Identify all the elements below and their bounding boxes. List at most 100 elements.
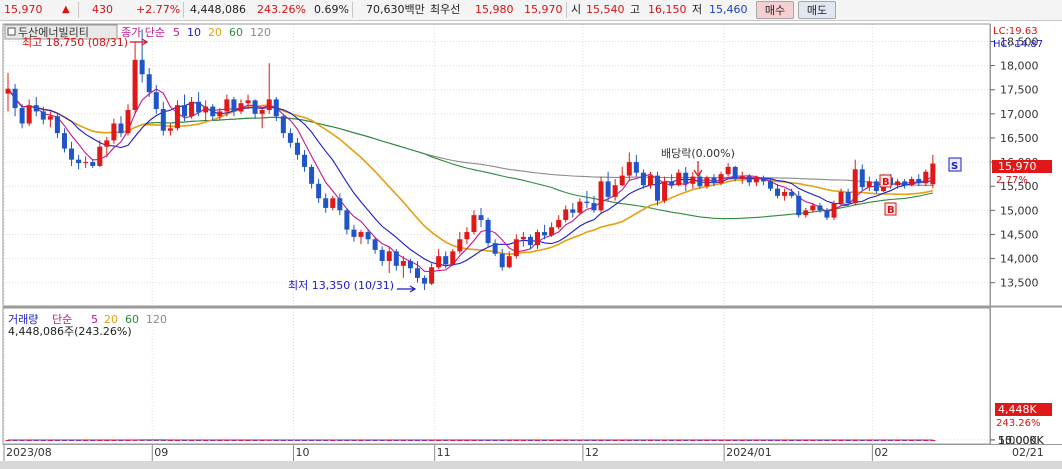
date-tick-label: 11 [437,446,451,459]
volume-value-label: 4,448,086주(243.26%) [8,325,132,338]
sell-signal-marker[interactable]: S [948,157,962,172]
candle-up [217,111,223,117]
candle-down [591,203,597,211]
high-price: 16,150 [648,3,687,16]
candle-down [584,201,590,204]
vol-ma-legend-20: 20 [104,313,118,326]
candle-up [47,116,53,120]
price-tick-label: 18,000 [1000,60,1039,73]
candle-down [351,229,357,237]
ma-legend-5: 5 [173,26,180,39]
candle-down [316,183,322,199]
buy-signal-marker[interactable]: B [884,202,897,216]
candle-up [619,175,625,186]
candle-up [457,239,463,252]
candle-down [775,188,781,196]
settings-square-icon[interactable] [7,27,16,36]
sell-button[interactable]: 매도 [798,1,836,19]
candle-up [690,176,696,184]
volume-ma-label: 단순 [52,313,72,326]
candle-down [767,181,773,189]
candle-down [542,232,548,236]
candle-down [859,169,865,188]
volume-tick-label: 10,000K [998,434,1044,447]
price-tick-label: 18,500 [1000,35,1039,48]
high-label: 고 [630,3,641,16]
candle-down [379,249,385,261]
candle-up [450,251,456,265]
candle-down [294,142,300,155]
candle-up [704,177,710,187]
candle-up [838,192,844,204]
candle-up [97,146,103,166]
candle-up [400,260,406,266]
candle-down [789,192,795,196]
ma-legend-10: 10 [187,26,201,39]
candle-down [697,176,703,187]
stock-chart[interactable]: 18,50018,00017,50017,00016,50016,00015,5… [0,21,1062,469]
volume-tick-label: 15,000K [998,434,1044,447]
candle-down [845,192,851,204]
candle-down [210,106,216,117]
high-arrow-icon [130,38,149,46]
current-volume-pct-label: 243.26% [996,418,1041,429]
quote-bar: 15,970 ▲ 430 +2.77% 4,448,086 243.26% 0.… [0,0,1062,21]
candle-down [309,166,315,184]
best-ask: 15,980 [475,3,514,16]
dividend-arrow-icon [693,161,703,178]
price-tick-label: 15,500 [1000,180,1039,193]
svg-text:B: B [882,177,890,188]
candle-down [302,154,308,167]
candle-up [612,185,618,197]
candle-up [26,105,32,124]
buy-signal-marker[interactable]: B [879,174,892,188]
turnover-rate: 0.69% [314,3,349,16]
candle-up [930,163,936,185]
candle-up [224,99,230,112]
candle-down [760,177,766,182]
candle-down [153,92,159,110]
current-price-tag [992,160,1052,173]
candle-up [174,105,180,129]
volume-legend-label: 거래량 [8,313,38,326]
price-tick-label: 13,500 [1000,277,1039,290]
candle-down [422,277,428,284]
vol-ma-legend-120: 120 [146,313,167,326]
candle-up [464,232,470,240]
candle-up [803,210,809,216]
stock-name[interactable]: 두산에너빌리티 [18,26,89,39]
buy-button[interactable]: 매수 [756,1,794,19]
candle-down [54,116,60,134]
candle-down [916,178,922,184]
vol-ma-legend-60: 60 [125,313,139,326]
current-volume-tag [995,403,1052,416]
candle-up [923,171,929,184]
candle-down [160,109,166,131]
candle-up [598,181,604,211]
candle-down [252,100,258,114]
candle-down [287,133,293,143]
candle-down [492,243,498,254]
candle-up [626,162,632,176]
candle-up [203,106,209,113]
svg-text:B: B [887,205,895,216]
chart-scroll-strip[interactable] [0,461,1062,469]
svg-text:S: S [951,161,958,172]
candle-up [662,181,668,201]
open-price: 15,540 [586,3,625,16]
candle-up [330,198,336,208]
candle-up [104,140,110,147]
current-volume-tag-label: 4,448K [998,403,1037,416]
price-tick-label: 14,000 [1000,253,1039,266]
candle-up [259,109,265,114]
candle-down [61,133,67,149]
candle-down [40,111,46,120]
candle-down [605,181,611,197]
candle-down [711,177,717,184]
candle-up [245,100,251,104]
date-tick-label: 02 [874,446,888,459]
candle-down [231,99,237,112]
candle-up [549,227,555,236]
candle-up [739,176,745,179]
price-tick-label: 17,500 [1000,84,1039,97]
